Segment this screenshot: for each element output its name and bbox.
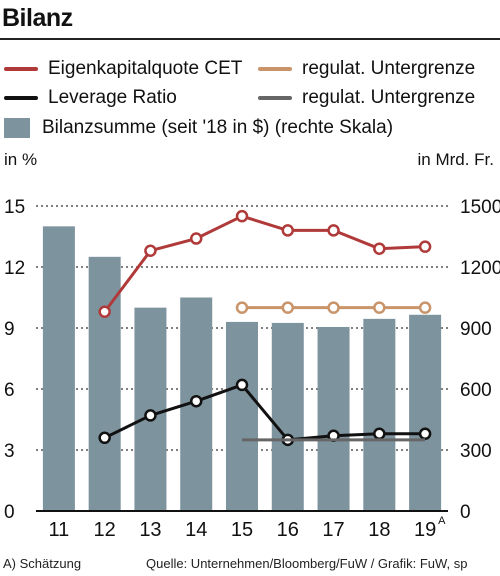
x-tick-label: 12 (94, 519, 116, 541)
legend-item-balance: Bilanzsumme (seit '18 in $) (rechte Skal… (0, 115, 393, 141)
footnote: A) Schätzung (3, 556, 82, 571)
legend-swatch-cet (4, 67, 38, 71)
right-tick-label: 300 (460, 441, 492, 462)
series-point (235, 301, 249, 314)
chart-title: Bilanz (2, 4, 73, 32)
series-point (235, 378, 249, 392)
left-tick-label: 6 (4, 380, 15, 401)
legend-label-leverage-floor: regulat. Untergrenze (302, 87, 476, 108)
series-point (418, 427, 432, 440)
left-tick-label: 15 (4, 197, 25, 218)
legend-swatch-leverage (4, 96, 38, 100)
x-tick-footnote-mark: A (438, 515, 446, 527)
x-tick-label: 14 (185, 519, 207, 541)
x-tick-label: 13 (139, 519, 161, 541)
legend-label-cet-floor: regulat. Untergrenze (302, 58, 476, 79)
series-point (144, 409, 157, 422)
series-line (104, 383, 426, 442)
left-tick-label: 12 (4, 258, 25, 279)
series-point (418, 240, 432, 253)
series-point (281, 301, 295, 314)
bar (363, 318, 396, 511)
legend-swatch-cet-floor (258, 67, 292, 71)
left-tick-label: 9 (4, 319, 15, 340)
left-tick-label: 0 (4, 502, 15, 523)
legend-swatch-balance (4, 118, 30, 138)
series-point (327, 224, 340, 237)
x-tick-label: 19 (414, 519, 436, 541)
series-point (235, 209, 249, 223)
left-tick-label: 3 (4, 441, 15, 462)
legend-swatch-leverage-floor (258, 96, 292, 100)
legend-item-leverage: Leverage Ratio (4, 85, 177, 111)
right-tick-label: 600 (460, 380, 492, 401)
bar (226, 321, 258, 511)
legend-item-cet: Eigenkapitalquote CET (4, 56, 242, 82)
right-tick-label: 1200 (460, 258, 500, 279)
right-tick-label: 0 (460, 502, 471, 523)
series-point (281, 224, 295, 237)
series-point (327, 301, 340, 314)
right-tick-label: 1500 (460, 197, 500, 218)
series-point (189, 232, 203, 245)
legend-label-balance: Bilanzsumme (seit '18 in $) (rechte Skal… (42, 117, 394, 138)
series-point (98, 431, 111, 445)
legend-label-leverage: Leverage Ratio (48, 87, 177, 108)
x-tick-label: 17 (322, 519, 344, 541)
x-tick-label: 16 (277, 519, 299, 541)
source-credit: Quelle: Unternehmen/Bloomberg/FuW / Graf… (146, 556, 468, 571)
series-point (98, 305, 111, 318)
series-point (373, 242, 386, 255)
x-tick-label: 11 (49, 519, 70, 541)
legend-label-cet: Eigenkapitalquote CET (48, 58, 243, 79)
right-axis-unit: in Mrd. Fr. (417, 150, 494, 169)
series-point (373, 427, 386, 440)
right-tick-label: 900 (460, 319, 492, 340)
series-point (189, 394, 203, 408)
left-axis-unit: in % (4, 150, 38, 169)
series-point (373, 301, 386, 314)
bar (317, 326, 350, 511)
legend-item-cet-floor: regulat. Untergrenze (258, 56, 475, 82)
bar (409, 314, 442, 511)
x-tick-label: 15 (231, 519, 253, 541)
legend-item-leverage-floor: regulat. Untergrenze (258, 85, 475, 111)
x-tick-label: 18 (368, 519, 390, 541)
series-line (103, 214, 426, 313)
series-point (144, 244, 157, 257)
bar (42, 226, 75, 512)
series-point (418, 301, 432, 314)
title-rule (0, 38, 500, 40)
bar (271, 322, 304, 511)
